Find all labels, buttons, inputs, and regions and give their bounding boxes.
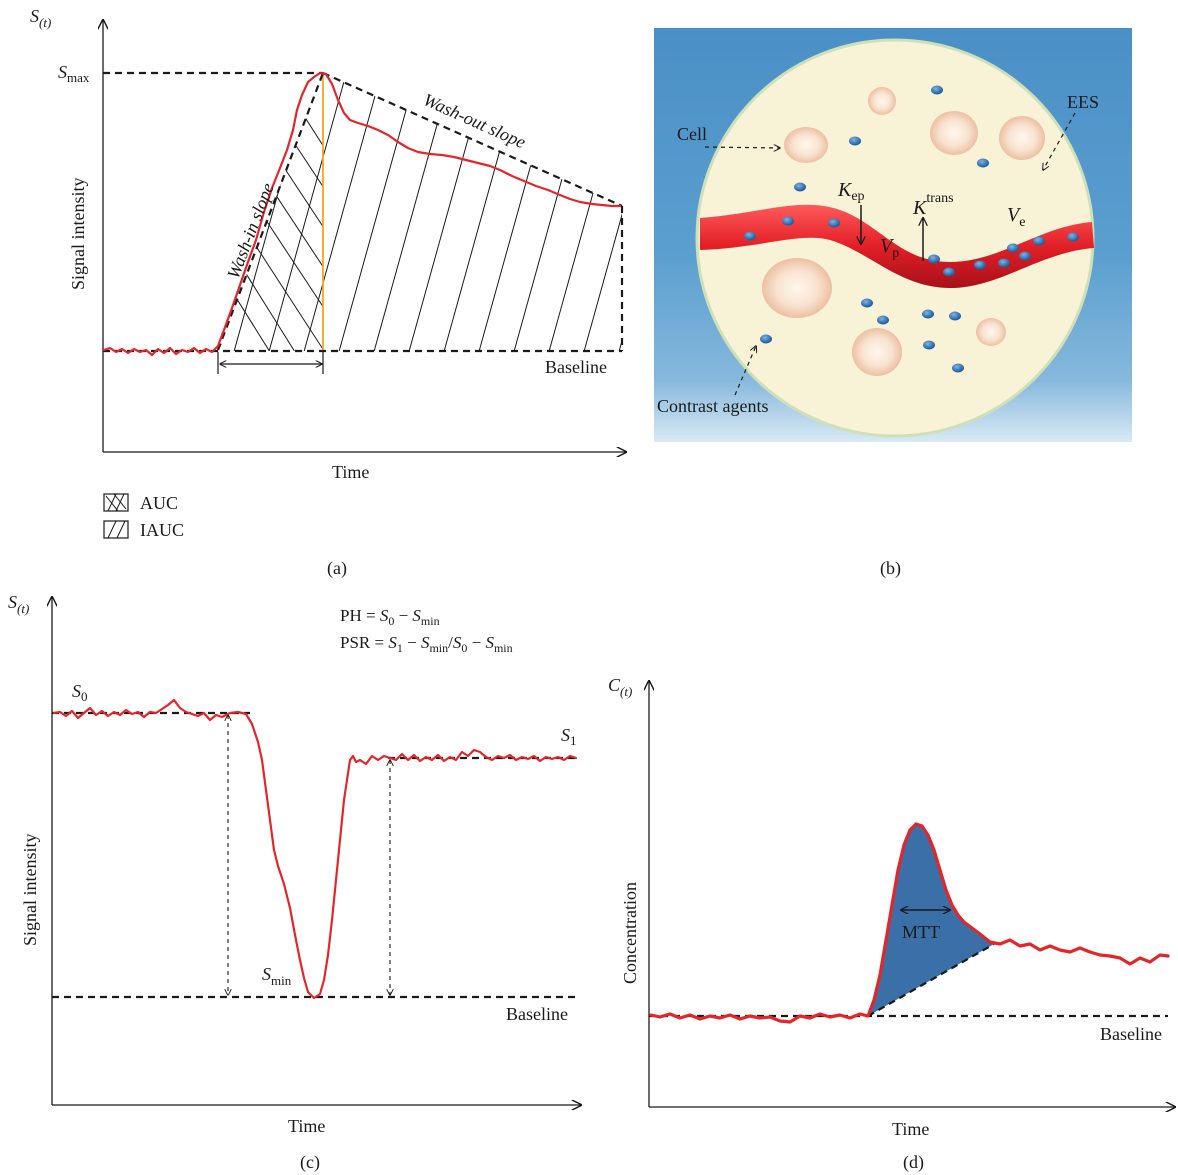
contrast-agent [931,85,943,95]
panel-c-ylabel: Signal intensity [20,834,40,947]
ees-pointer [1043,112,1076,170]
contrast-agent [760,334,772,344]
panel-a-xlabel: Time [332,462,369,482]
cell [976,318,1006,346]
legend-iauc: IAUC [103,520,184,540]
cell-label: Cell [677,124,707,144]
panel-c: S(t) PH = S0 − Smin PSR = S1 − Smin/S0 −… [8,592,581,1173]
recirculation-line [867,943,995,1017]
contrast-agent [928,254,940,264]
blood-vessel [700,204,1094,288]
panel-a-ylabel: Signal intensity [68,178,88,291]
contrast-agent [943,267,955,277]
contrast-agent [1067,232,1079,242]
cell [852,328,902,376]
cell [999,116,1045,160]
contrast-agent [922,309,934,319]
contrast-agent [977,158,989,168]
ph-equation: PH = S0 − Smin [340,606,440,628]
contrast-agent [828,218,840,228]
panel-d-baseline-label: Baseline [1100,1024,1162,1044]
contrast-agents-label: Contrast agents [657,396,768,416]
contrast-agent [1007,243,1019,253]
bolus-area [868,824,994,1016]
cell [868,87,896,115]
kep-label: Kep [837,179,865,204]
ees-label: EES [1067,92,1099,112]
panel-c-xlabel: Time [288,1116,325,1136]
contrast-agent [1033,236,1045,246]
s1-label: S1 [561,725,577,748]
contrast-agent [952,363,964,373]
psr-equation: PSR = S1 − Smin/S0 − Smin [340,633,513,655]
enhancement-curve [102,71,622,357]
cell [762,258,832,318]
panel-c-y-symbol: S(t) [8,592,29,616]
signal-drop-curve [52,698,578,1000]
contrast-agent [974,260,986,270]
contrast-agent [998,258,1010,268]
panel-d: C(t) Concentration Time MTT Baseline (d) [608,675,1175,1173]
wash-out-slope-line [322,71,623,208]
panel-d-ylabel: Concentration [620,882,640,984]
panel-d-xlabel: Time [892,1119,929,1139]
mtt-label: MTT [902,922,940,942]
contrast-agent [861,298,873,308]
contrast-agent [744,231,756,241]
vessel-contrast-agents [744,216,1079,277]
smin-label: Smin [262,964,292,988]
caption-d: (d) [903,1152,924,1173]
caption-c: (c) [300,1152,320,1173]
legend-iauc-label: IAUC [140,520,184,540]
panel-a-baseline-label: Baseline [545,357,607,377]
panel-a: S(t) Smax Signal intensity Time Wash-in … [30,6,700,579]
contrast-agent [782,216,794,226]
panel-b: Cell EES Contrast agents Kep Ktrans Vp V… [654,28,1132,579]
iauc-swatch [103,520,129,539]
panel-d-y-symbol: C(t) [608,675,632,699]
caption-b: (b) [880,558,901,579]
contrast-agent [1019,251,1031,261]
legend-auc-label: AUC [140,493,178,513]
contrast-agent [877,315,889,325]
contrast-pointer [734,346,756,396]
contrast-agent [849,136,861,146]
s0-label: S0 [72,681,88,704]
contrast-agent [923,340,935,350]
concentration-curve [649,822,1170,1024]
ve-label: Ve [1007,204,1025,230]
ktrans-label: Ktrans [912,191,954,219]
wash-in-slope-line [216,72,325,351]
smax-label: Smax [58,62,90,85]
cell [784,127,828,163]
cell [930,111,978,155]
contrast-agent [949,311,961,321]
legend-auc: AUC [103,493,178,513]
caption-a: (a) [327,558,347,579]
panel-c-baseline-label: Baseline [506,1004,568,1024]
panel-a-y-symbol: S(t) [30,6,51,30]
contrast-agent [794,182,806,192]
vp-label: Vp [880,235,899,261]
wash-out-label: Wash-out slope [420,89,528,152]
ees-contrast-agents [760,85,989,373]
